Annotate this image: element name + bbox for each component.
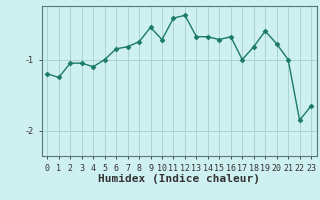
X-axis label: Humidex (Indice chaleur): Humidex (Indice chaleur) (98, 174, 260, 184)
